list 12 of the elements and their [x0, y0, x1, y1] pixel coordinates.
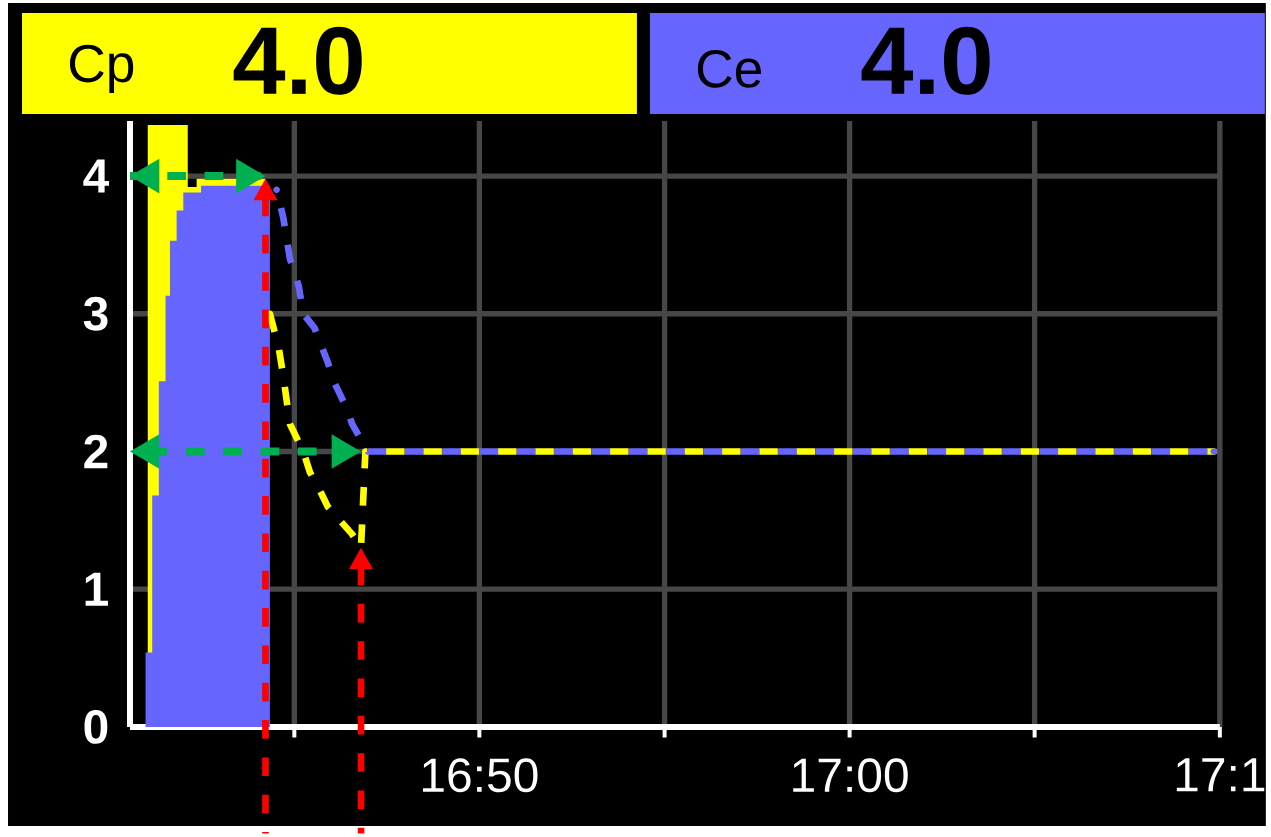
x-tick-label: 17:00 — [793, 758, 908, 793]
y-tick-label: 2 — [84, 434, 108, 469]
text: Ce — [697, 50, 761, 88]
y-tick-label: 0 — [84, 709, 108, 744]
text: 4.0 — [861, 26, 990, 95]
y-tick-label: 1 — [85, 572, 108, 606]
text: 4.0 — [233, 26, 362, 95]
series-label: Cp — [69, 44, 134, 94]
y-tick-label: 4 — [83, 159, 110, 193]
x-tick-label: 16:50 — [422, 758, 538, 793]
x-tick-label: 17:1 — [1176, 758, 1265, 792]
y-tick-label: 3 — [83, 296, 108, 331]
